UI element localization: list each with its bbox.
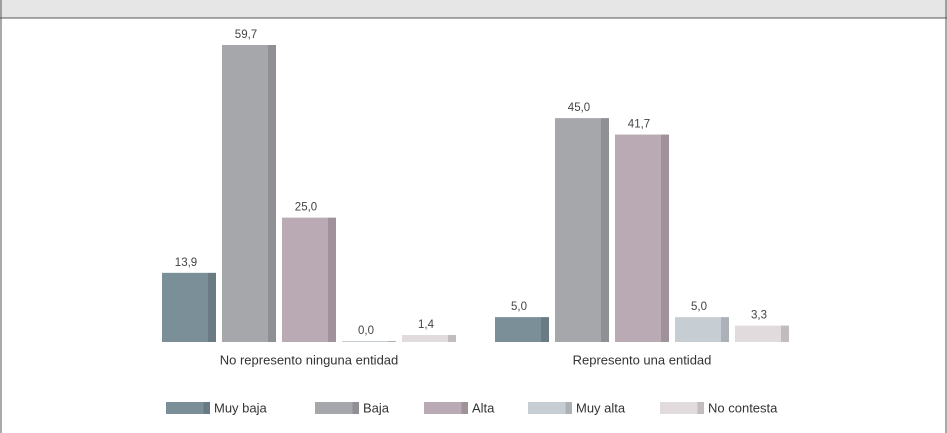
value-label: 3,3 xyxy=(751,310,767,322)
bar-shade xyxy=(342,341,396,342)
value-label: 25,0 xyxy=(295,202,317,214)
legend-label: Muy alta xyxy=(576,400,626,415)
legend-label: Alta xyxy=(472,400,495,415)
legend-swatch-shade xyxy=(424,402,468,414)
value-label: 0,0 xyxy=(358,325,374,337)
value-label: 13,9 xyxy=(175,257,197,269)
value-label: 45,0 xyxy=(568,102,590,114)
legend-swatch-shade xyxy=(528,402,572,414)
bar-shade xyxy=(555,118,609,343)
bar-shade xyxy=(675,317,729,342)
header-strip xyxy=(0,0,947,18)
value-label: 5,0 xyxy=(511,301,527,313)
bar-shade xyxy=(162,272,216,342)
bar-shade xyxy=(495,317,549,342)
bar-shade xyxy=(735,325,789,342)
legend-label: Baja xyxy=(363,400,390,415)
legend-swatch-shade xyxy=(166,402,210,414)
legend-swatch-shade xyxy=(315,402,359,414)
value-label: 59,7 xyxy=(235,29,257,41)
legend-label: Muy baja xyxy=(214,400,268,415)
category-label: No represento ninguna entidad xyxy=(220,352,399,367)
value-label: 1,4 xyxy=(418,319,435,331)
legend-swatch-shade xyxy=(660,402,704,414)
legend-label: No contesta xyxy=(708,400,778,415)
value-label: 41,7 xyxy=(628,119,650,131)
bar-shade xyxy=(282,217,336,342)
category-label: Represento una entidad xyxy=(573,352,712,367)
bar-shade xyxy=(402,335,456,342)
bar-shade xyxy=(222,45,276,342)
bar-shade xyxy=(615,134,669,342)
value-label: 5,0 xyxy=(691,301,707,313)
